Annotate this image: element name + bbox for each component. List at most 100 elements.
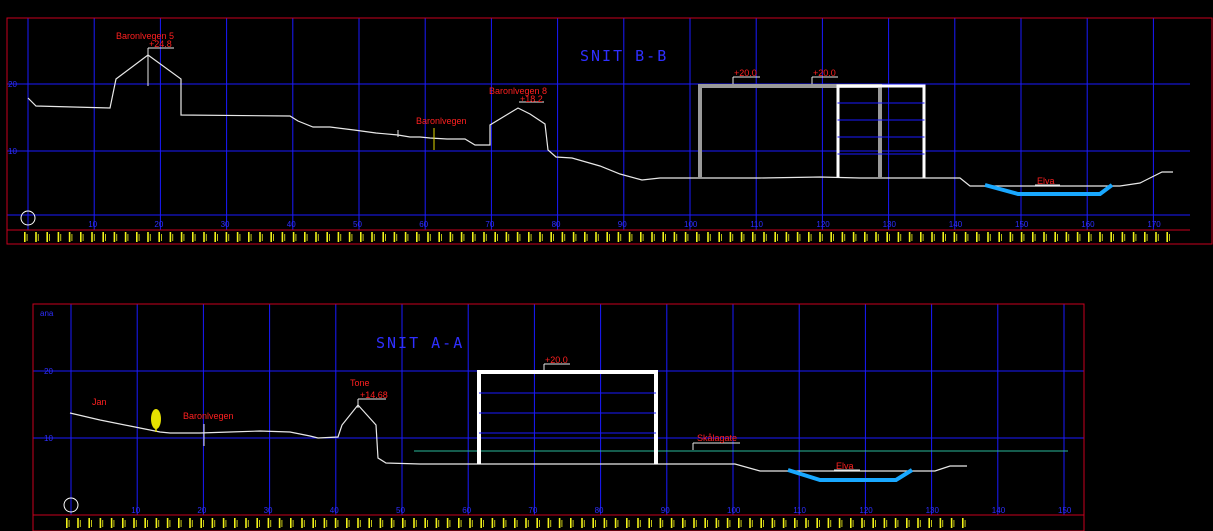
ruler-mark (46, 232, 48, 242)
ruler-mark (852, 232, 855, 242)
ruler-mark (883, 518, 886, 528)
ruler-mark (93, 234, 95, 241)
ruler-mark (158, 232, 160, 242)
ruler-mark (662, 232, 664, 242)
ruler-mark (149, 234, 151, 241)
ruler-mark (897, 232, 900, 242)
ruler-mark (1101, 234, 1103, 241)
ruler-mark (351, 234, 353, 241)
building-a (477, 370, 658, 464)
ruler-mark (346, 518, 348, 528)
ruler-mark (505, 232, 508, 242)
ruler-mark (80, 232, 82, 242)
ruler-mark (373, 234, 375, 241)
ruler-mark (539, 520, 540, 527)
ruler-mark (721, 234, 722, 241)
ruler-mark (359, 520, 361, 527)
ruler-mark (99, 518, 102, 528)
x-tick-label: 50 (396, 506, 405, 515)
ruler-mark (799, 234, 801, 241)
ruler-mark (304, 232, 306, 242)
ruler-mark (483, 232, 485, 242)
ruler-mark (429, 234, 431, 241)
ruler-mark (393, 520, 395, 527)
ruler-mark (908, 232, 911, 242)
ruler-mark (472, 232, 474, 242)
ruler-mark (183, 234, 185, 241)
ruler-mark (203, 520, 204, 527)
ruler-mark (964, 520, 966, 527)
ruler-mark (866, 234, 868, 241)
ruler-mark (189, 518, 191, 528)
ruler-mark (88, 518, 90, 528)
ruler-mark (864, 232, 866, 242)
ruler-mark (774, 232, 776, 242)
x-tick-label: 20 (154, 220, 163, 229)
ruler-mark (541, 234, 543, 241)
ruler-mark (82, 234, 84, 241)
ruler-mark (494, 520, 496, 527)
ruler-mark (696, 232, 698, 242)
ruler-mark (71, 234, 73, 241)
y-tick-label: 10 (8, 147, 17, 156)
ruler-mark (967, 234, 969, 241)
label-tone-level: +14.68 (360, 390, 388, 400)
ruler-mark (547, 518, 550, 528)
ruler-mark (852, 520, 854, 527)
ruler-mark (1099, 232, 1101, 242)
ruler-mark (911, 234, 913, 241)
ruler-mark (413, 518, 415, 528)
ruler-mark (575, 234, 577, 241)
ruler-mark (449, 520, 451, 527)
ruler-mark (256, 518, 258, 528)
ruler-mark (404, 232, 407, 242)
ruler-mark (217, 234, 218, 241)
ruler-mark (1146, 234, 1148, 241)
ruler-mark (270, 232, 272, 242)
ruler-mark (396, 234, 398, 241)
ruler-mark (808, 232, 810, 242)
ruler-mark (136, 232, 138, 242)
ruler-mark (1090, 234, 1092, 241)
ruler-mark (147, 520, 148, 527)
ruler-mark (485, 234, 487, 241)
ruler-mark (917, 518, 919, 528)
ruler-mark (945, 234, 946, 241)
ruler-mark (684, 520, 686, 527)
ruler-mark (684, 232, 687, 242)
ruler-mark (236, 232, 239, 242)
ruler-mark (617, 232, 620, 242)
ruler-mark (1124, 234, 1126, 241)
label-street: Skålagate (697, 433, 737, 443)
section-a-a: ana SNIT A-A Jan Baronlvegen T (32, 303, 1085, 531)
ruler-mark (337, 232, 340, 242)
ruler-mark (382, 232, 384, 242)
ruler-mark (687, 234, 689, 241)
ruler-mark (564, 234, 566, 241)
ruler-mark (415, 520, 417, 527)
ruler-mark (26, 234, 28, 241)
section-a-ruler-marks (66, 518, 966, 528)
section-b-terrain-line (27, 54, 1173, 187)
ruler-mark (782, 518, 785, 528)
ruler-mark (844, 234, 846, 241)
ruler-mark (133, 518, 135, 528)
ruler-mark (819, 520, 820, 527)
ruler-mark (572, 232, 575, 242)
ruler-mark (665, 234, 666, 241)
ruler-mark (91, 232, 93, 242)
ruler-mark (1065, 232, 1068, 242)
ruler-mark (270, 520, 272, 527)
ruler-mark (144, 518, 146, 528)
ruler-mark (158, 520, 160, 527)
x-tick-label: 80 (552, 220, 561, 229)
building-b (698, 84, 926, 178)
x-tick-label: 40 (330, 506, 339, 515)
ruler-mark (897, 520, 899, 527)
section-a-title: SNIT A-A (376, 334, 464, 352)
ruler-mark (66, 518, 68, 528)
ruler-mark (603, 518, 606, 528)
ruler-mark (37, 234, 39, 241)
ruler-mark (617, 520, 619, 527)
